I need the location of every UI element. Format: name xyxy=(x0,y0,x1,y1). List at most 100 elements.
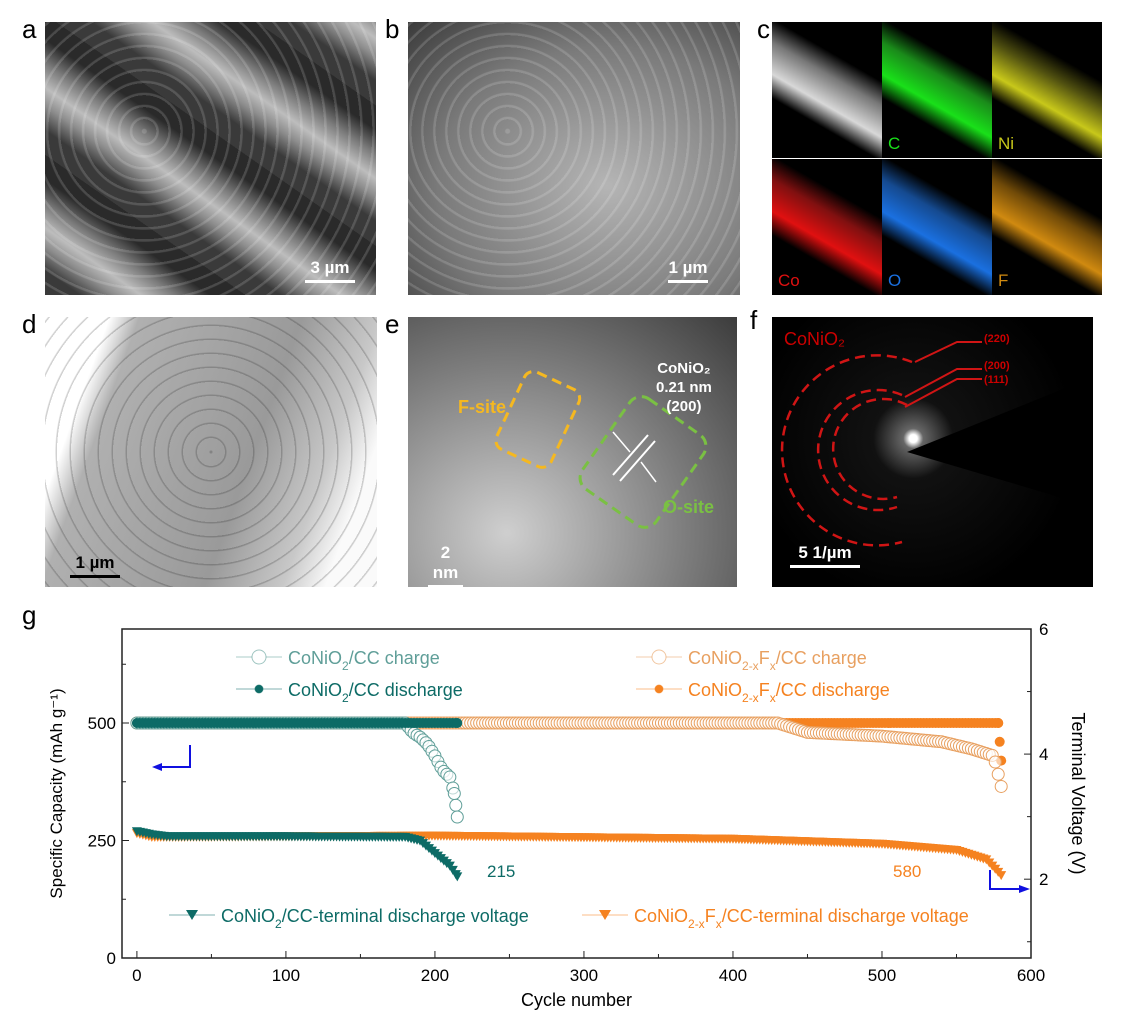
data-point xyxy=(859,718,870,728)
data-point xyxy=(221,718,232,728)
data-point xyxy=(763,835,774,845)
data-point xyxy=(245,718,256,728)
data-point xyxy=(739,835,750,845)
data-point xyxy=(465,832,476,842)
data-point xyxy=(498,832,509,842)
data-point xyxy=(137,830,148,840)
data-point xyxy=(683,718,694,728)
data-point xyxy=(422,716,436,730)
data-point xyxy=(328,718,339,728)
data-point xyxy=(353,716,367,730)
data-point xyxy=(932,735,946,749)
data-point xyxy=(140,718,151,728)
data-point xyxy=(710,718,721,728)
data-point xyxy=(420,831,431,841)
data-point xyxy=(453,831,464,841)
data-point xyxy=(219,716,233,730)
data-point xyxy=(434,716,448,730)
data-point xyxy=(325,718,336,728)
data-point xyxy=(288,716,302,730)
data-point xyxy=(896,731,910,745)
data-point xyxy=(599,833,610,843)
data-point xyxy=(951,718,962,728)
data-point xyxy=(732,716,746,730)
data-point xyxy=(853,718,864,728)
data-point xyxy=(933,718,944,728)
data-point xyxy=(942,718,953,728)
right-axis-arrow-icon xyxy=(989,870,1025,890)
data-point xyxy=(327,716,341,730)
data-point xyxy=(274,718,285,728)
data-point xyxy=(203,832,214,842)
data-point xyxy=(292,832,303,842)
data-point xyxy=(149,832,160,842)
data-point xyxy=(742,835,753,845)
eds-map-Co: Co xyxy=(772,159,882,295)
legend-text: /CC charge xyxy=(349,648,440,668)
data-point xyxy=(575,718,586,728)
data-point xyxy=(409,718,420,728)
data-point xyxy=(291,716,305,730)
data-point xyxy=(136,716,150,730)
data-point xyxy=(570,718,581,728)
data-point xyxy=(298,832,309,842)
data-point xyxy=(525,718,536,728)
data-point xyxy=(362,716,376,730)
data-point xyxy=(334,832,345,842)
data-point xyxy=(763,718,774,728)
eds-map-haadf xyxy=(772,22,882,158)
data-point xyxy=(328,832,339,842)
data-point xyxy=(158,832,169,842)
data-point xyxy=(134,829,145,839)
data-point xyxy=(339,716,353,730)
data-point xyxy=(364,718,375,728)
data-point xyxy=(328,832,339,842)
data-point xyxy=(367,718,378,728)
data-point xyxy=(900,841,911,851)
data-point xyxy=(775,836,786,846)
data-point xyxy=(578,833,589,843)
legend-marker xyxy=(251,649,267,665)
data-point xyxy=(555,832,566,842)
data-point xyxy=(477,832,488,842)
data-point xyxy=(167,718,178,728)
data-point xyxy=(716,834,727,844)
data-point xyxy=(713,718,724,728)
data-point xyxy=(869,729,883,743)
data-point xyxy=(328,718,339,728)
data-point xyxy=(492,832,503,842)
data-point xyxy=(653,718,664,728)
diffraction-overlay xyxy=(780,341,1093,547)
data-point xyxy=(559,716,573,730)
data-point xyxy=(350,716,364,730)
data-point xyxy=(650,833,661,843)
data-point xyxy=(243,716,257,730)
data-point xyxy=(213,716,227,730)
data-point xyxy=(531,718,542,728)
data-point xyxy=(416,716,430,730)
data-point xyxy=(431,716,445,730)
data-point xyxy=(632,718,643,728)
data-point xyxy=(146,718,157,728)
data-point xyxy=(409,835,420,845)
data-point xyxy=(228,716,242,730)
data-point xyxy=(458,716,472,730)
data-point xyxy=(416,733,430,747)
data-point xyxy=(274,832,285,842)
sem-image-a xyxy=(45,22,376,295)
data-point xyxy=(257,718,268,728)
data-point xyxy=(349,718,360,728)
data-point xyxy=(334,718,345,728)
cycle-life-annotation-215: 215 xyxy=(487,862,515,881)
data-point xyxy=(264,716,278,730)
data-point xyxy=(587,718,598,728)
legend-text: /CC discharge xyxy=(349,680,463,700)
data-point xyxy=(292,718,303,728)
data-point xyxy=(519,718,530,728)
data-point xyxy=(508,716,522,730)
data-point xyxy=(850,838,861,848)
data-point xyxy=(784,718,795,728)
data-point xyxy=(263,718,274,728)
data-point xyxy=(647,718,658,728)
data-point xyxy=(809,726,823,740)
